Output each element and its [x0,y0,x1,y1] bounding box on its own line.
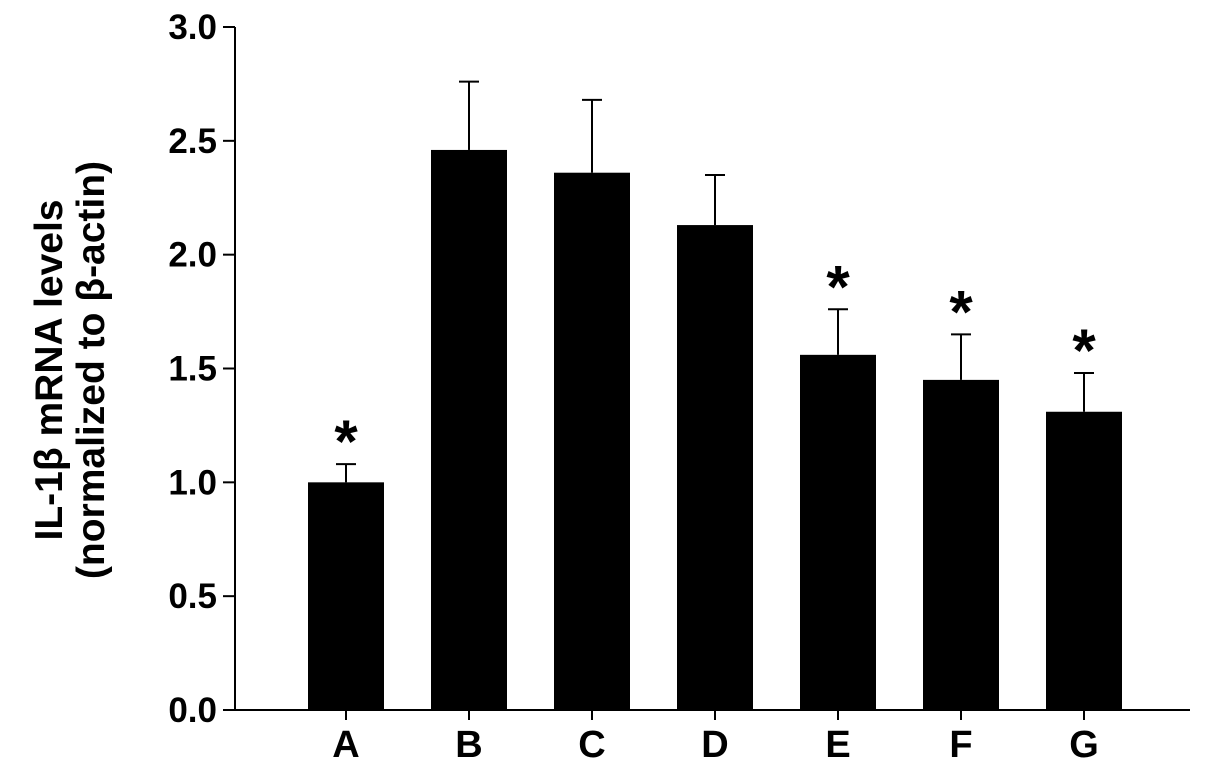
bar-d [677,225,753,710]
significance-marker: * [1072,317,1096,384]
y-tick-label: 1.5 [168,350,217,389]
significance-marker: * [949,278,973,345]
bar-g [1046,411,1122,710]
y-tick-label: 2.5 [168,122,217,161]
bar-a [308,482,384,710]
x-tick-label: C [578,724,605,766]
y-axis-title-line2: (normalized to β-actin) [70,161,113,579]
x-tick-label: D [701,724,728,766]
significance-marker: * [334,408,358,475]
plot-area: 0.0 0.5 1.0 1.5 2.0 2.5 3.0 A * B C D E * F * G * [168,8,1190,766]
bar-e [800,354,876,710]
x-tick-label: F [949,724,972,766]
x-tick-label: A [332,724,359,766]
y-tick-label: 2.0 [168,236,217,275]
x-tick-label: G [1069,724,1099,766]
bar-f [923,379,999,710]
y-tick-label: 0.5 [168,577,217,616]
y-axis-title: IL-1β mRNA levels (normalized to β-actin… [28,161,113,579]
bar-c [554,172,630,710]
y-tick-label: 1.0 [168,463,217,502]
x-tick-label: E [825,724,850,766]
bar-b [431,149,507,710]
y-tick-label: 0.0 [168,691,217,730]
significance-marker: * [826,253,850,320]
y-axis-title-line1: IL-1β mRNA levels [28,200,71,541]
y-tick-label: 3.0 [168,8,217,47]
x-tick-label: B [455,724,482,766]
